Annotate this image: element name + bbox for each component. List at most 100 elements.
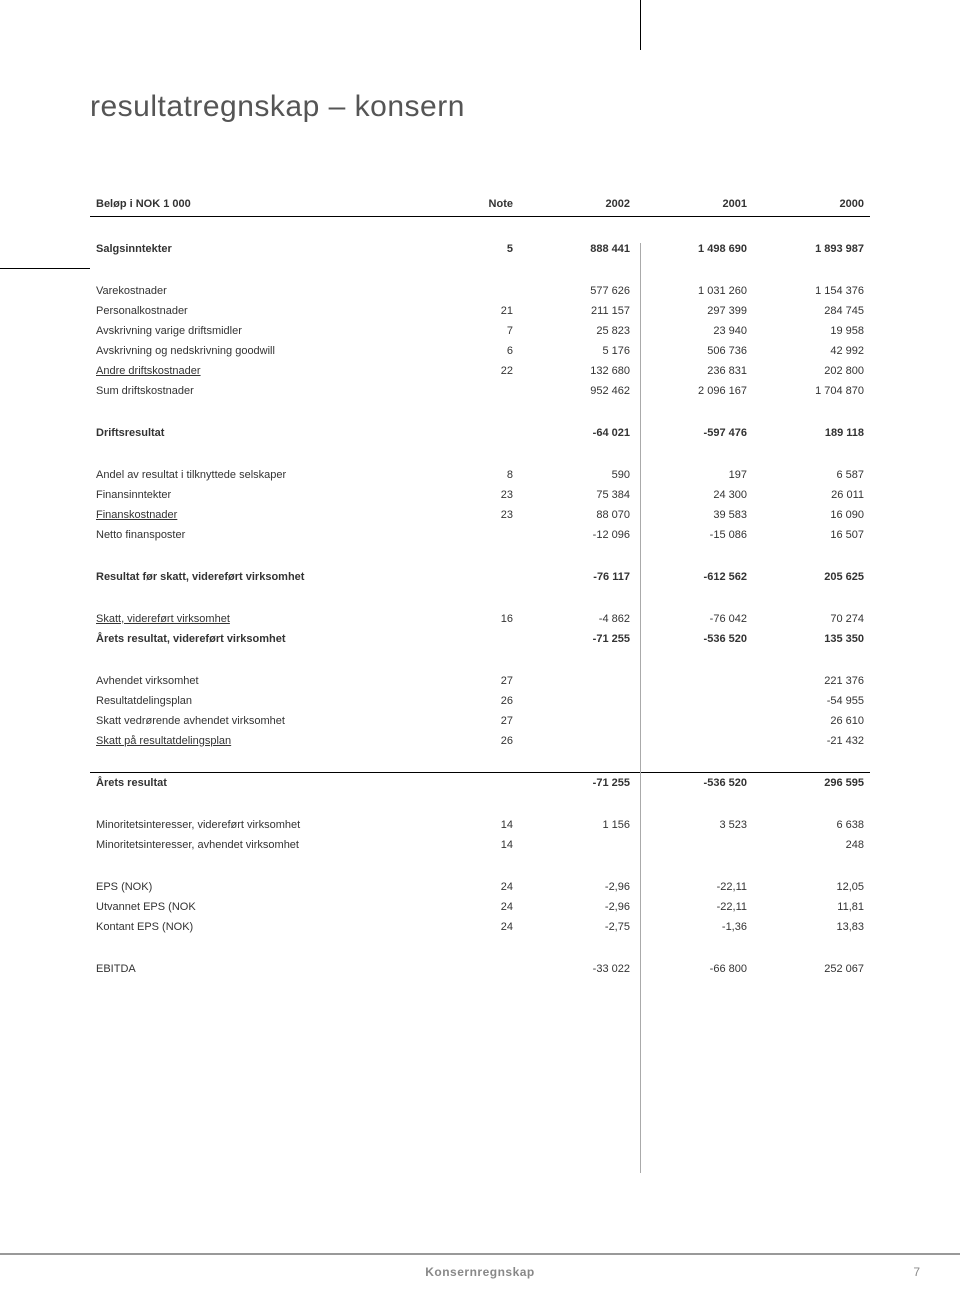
row-2002: 211 157 <box>519 301 636 321</box>
row-label: Finansinntekter <box>90 485 449 505</box>
row-note <box>449 381 519 401</box>
row-2002: 75 384 <box>519 485 636 505</box>
row-note <box>449 567 519 587</box>
row-2000: 202 800 <box>753 361 870 381</box>
row-label: Resultat før skatt, videreført virksomhe… <box>90 567 449 587</box>
row-note <box>449 423 519 443</box>
row-note: 5 <box>449 239 519 259</box>
row-2002 <box>519 671 636 691</box>
row-2002 <box>519 731 636 751</box>
row-2001: -1,36 <box>636 917 753 937</box>
row-2000: -21 432 <box>753 731 870 751</box>
row-2001: -22,11 <box>636 897 753 917</box>
row-note: 27 <box>449 671 519 691</box>
row-2001: 297 399 <box>636 301 753 321</box>
row-label: Avhendet virksomhet <box>90 671 449 691</box>
row-2000: 70 274 <box>753 609 870 629</box>
row-2001: -22,11 <box>636 877 753 897</box>
table-row: Resultatdelingsplan26-54 955 <box>90 691 870 711</box>
row-note: 23 <box>449 485 519 505</box>
row-2001: 24 300 <box>636 485 753 505</box>
row-2000: 16 507 <box>753 525 870 545</box>
table-row <box>90 545 870 567</box>
row-2000: 284 745 <box>753 301 870 321</box>
row-2001 <box>636 731 753 751</box>
table-row <box>90 937 870 959</box>
table-row: Utvannet EPS (NOK24-2,96-22,1111,81 <box>90 897 870 917</box>
row-note: 23 <box>449 505 519 525</box>
row-2000: -54 955 <box>753 691 870 711</box>
row-2002: -71 255 <box>519 629 636 649</box>
table-row <box>90 793 870 815</box>
row-2002: -4 862 <box>519 609 636 629</box>
row-label: Salgsinntekter <box>90 239 449 259</box>
table-row: Driftsresultat-64 021-597 476189 118 <box>90 423 870 443</box>
row-2000: 252 067 <box>753 959 870 979</box>
table-row: Skatt vedrørende avhendet virksomhet27 26… <box>90 711 870 731</box>
table-row: Avskrivning og nedskrivning goodwill65 1… <box>90 341 870 361</box>
row-label: Årets resultat <box>90 773 449 794</box>
table-row <box>90 649 870 671</box>
table-row: Avskrivning varige driftsmidler725 82323… <box>90 321 870 341</box>
row-2000: 19 958 <box>753 321 870 341</box>
row-2001: -76 042 <box>636 609 753 629</box>
row-2000: 42 992 <box>753 341 870 361</box>
row-2002: 5 176 <box>519 341 636 361</box>
row-2001: 506 736 <box>636 341 753 361</box>
row-2002: -64 021 <box>519 423 636 443</box>
row-label: Kontant EPS (NOK) <box>90 917 449 937</box>
row-note <box>449 629 519 649</box>
row-2000: 1 154 376 <box>753 281 870 301</box>
row-label: Minoritetsinteresser, avhendet virksomhe… <box>90 835 449 855</box>
table-row: Netto finansposter-12 096-15 08616 507 <box>90 525 870 545</box>
row-label: Finanskostnader <box>90 505 449 525</box>
table-row: Årets resultat, videreført virksomhet-71… <box>90 629 870 649</box>
row-note: 22 <box>449 361 519 381</box>
row-label: Minoritetsinteresser, videreført virksom… <box>90 815 449 835</box>
table-body: Salgsinntekter5888 4411 498 6901 893 987… <box>90 217 870 980</box>
table-row: EBITDA-33 022-66 800252 067 <box>90 959 870 979</box>
row-2001: 23 940 <box>636 321 753 341</box>
row-label: Avskrivning og nedskrivning goodwill <box>90 341 449 361</box>
row-2000: 1 893 987 <box>753 239 870 259</box>
row-note: 27 <box>449 711 519 731</box>
row-note: 24 <box>449 877 519 897</box>
row-2000: 6 587 <box>753 465 870 485</box>
row-2001: -15 086 <box>636 525 753 545</box>
row-2001 <box>636 835 753 855</box>
row-2000: 248 <box>753 835 870 855</box>
row-2000: 26 011 <box>753 485 870 505</box>
row-2002: -33 022 <box>519 959 636 979</box>
row-label: Skatt vedrørende avhendet virksomhet <box>90 711 449 731</box>
table-row <box>90 751 870 773</box>
row-note: 7 <box>449 321 519 341</box>
row-2001: -612 562 <box>636 567 753 587</box>
row-2000: 1 704 870 <box>753 381 870 401</box>
row-2000: 296 595 <box>753 773 870 794</box>
row-2001 <box>636 671 753 691</box>
table-row <box>90 855 870 877</box>
table-row: Andel av resultat i tilknyttede selskape… <box>90 465 870 485</box>
left-margin-rule <box>0 268 90 269</box>
row-2002: -2,96 <box>519 877 636 897</box>
row-label: Varekostnader <box>90 281 449 301</box>
row-2002: 590 <box>519 465 636 485</box>
table-row: Minoritetsinteresser, avhendet virksomhe… <box>90 835 870 855</box>
row-2000: 26 610 <box>753 711 870 731</box>
row-2001 <box>636 691 753 711</box>
row-2000: 189 118 <box>753 423 870 443</box>
header-2001: 2001 <box>636 194 753 217</box>
table-row: EPS (NOK)24-2,96-22,1112,05 <box>90 877 870 897</box>
row-label: Skatt, videreført virksomhet <box>90 609 449 629</box>
table-row <box>90 401 870 423</box>
row-2002 <box>519 835 636 855</box>
row-2001: -536 520 <box>636 773 753 794</box>
table-header-row: Beløp i NOK 1 000 Note 2002 2001 2000 <box>90 194 870 217</box>
row-2001: 197 <box>636 465 753 485</box>
row-note: 21 <box>449 301 519 321</box>
row-2001: 1 498 690 <box>636 239 753 259</box>
table-row <box>90 217 870 239</box>
page-title: resultatregnskap – konsern <box>90 90 870 124</box>
row-label: Andel av resultat i tilknyttede selskape… <box>90 465 449 485</box>
page-footer: Konsernregnskap 7 <box>0 1253 960 1279</box>
